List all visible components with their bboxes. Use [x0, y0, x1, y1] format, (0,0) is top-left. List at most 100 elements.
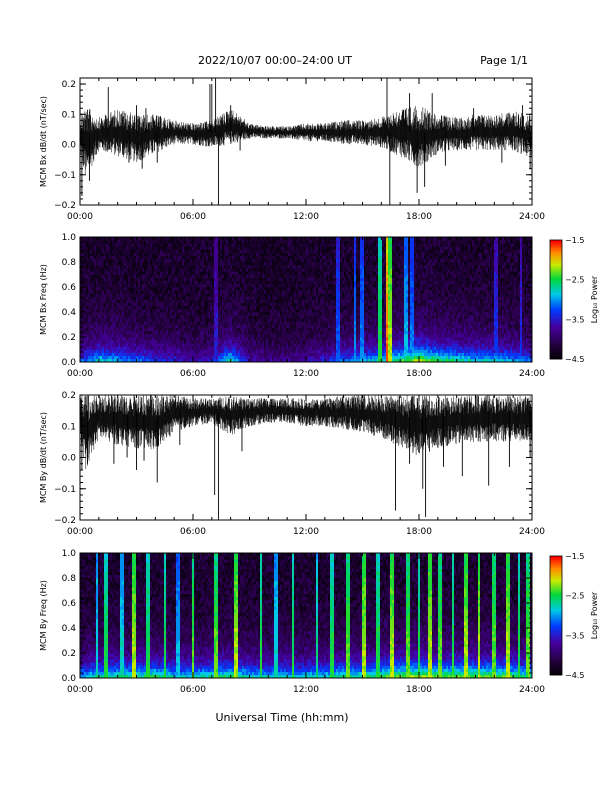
spectrogram-cell [162, 271, 165, 285]
spectrogram-cell [466, 340, 469, 344]
spectrogram-cell [186, 293, 189, 297]
spectrogram-cell [154, 312, 157, 316]
spectrogram-cell [178, 337, 181, 341]
spectrogram-cell [350, 299, 353, 316]
spectrogram-cell [144, 287, 147, 297]
spectrogram-cell [182, 280, 185, 285]
spectrogram-cell [272, 355, 275, 360]
spectrogram-cell [466, 243, 469, 253]
spectrogram-cell [412, 296, 415, 303]
spectrogram-cell [164, 258, 167, 263]
spectrogram-cell [384, 287, 387, 291]
spectrogram-cell [218, 302, 221, 307]
spectrogram-cell [312, 262, 315, 266]
spectrogram-cell [466, 283, 469, 288]
spectrogram-cell [264, 330, 267, 335]
spectrogram-cell [146, 355, 149, 360]
spectrogram-cell [80, 258, 83, 263]
spectrogram-cell [454, 243, 457, 247]
spectrogram-cell [198, 287, 201, 291]
spectrogram-cell [158, 299, 161, 303]
spectrogram-cell [374, 262, 377, 266]
spectrogram-cell [92, 293, 95, 297]
spectrogram-cell [296, 340, 299, 347]
spectrogram-cell [352, 337, 355, 341]
spectrogram-cell [302, 343, 305, 350]
spectrogram-cell [118, 237, 121, 241]
spectrogram-cell [428, 240, 431, 244]
spectrogram-cell [366, 280, 369, 285]
spectrogram-cell [432, 358, 435, 363]
spectrogram-cell [330, 283, 333, 288]
spectrogram-cell [106, 308, 109, 316]
spectrogram-cell [436, 343, 439, 350]
spectrogram-cell [270, 293, 273, 303]
spectrogram-cell [274, 308, 277, 313]
spectrogram-cell [368, 355, 371, 360]
spectrogram-cell [374, 337, 377, 347]
spectrogram-cell [102, 249, 105, 253]
spectrogram-cell [302, 340, 305, 344]
spectrogram-cell [308, 262, 311, 269]
spectrogram-cell [280, 246, 283, 250]
spectrogram-cell [308, 355, 311, 363]
spectrogram-cell [248, 246, 251, 253]
spectrogram-cell [200, 237, 203, 241]
spectrogram-cell [80, 249, 83, 253]
spectrogram-cell [226, 358, 229, 363]
spectrogram-cell [196, 283, 199, 288]
spectrogram-cell [140, 293, 143, 297]
spectrogram-cell [120, 349, 123, 353]
spectrogram-cell [340, 324, 343, 328]
spectrogram-cell [270, 352, 273, 360]
spectrogram-cell [272, 255, 275, 260]
spectrogram-cell [234, 349, 237, 357]
spectrogram-cell [368, 293, 371, 300]
spectrogram-cell [294, 302, 297, 310]
spectrogram-cell [400, 255, 403, 260]
spectrogram-cell [424, 299, 427, 307]
spectrogram-cell [256, 315, 259, 319]
spectrogram-cell [386, 262, 389, 266]
spectrogram-cell [312, 280, 315, 285]
spectrogram-cell [124, 305, 127, 319]
spectrogram-cell [372, 346, 375, 353]
spectrogram-cell [262, 243, 265, 250]
spectrogram-cell [154, 243, 157, 247]
spectrogram-cell [296, 283, 299, 288]
spectrogram-cell [298, 355, 301, 360]
spectrogram-cell [170, 268, 173, 275]
spectrogram-cell [318, 330, 321, 335]
spectrogram-cell [226, 237, 229, 241]
spectrogram-cell [356, 274, 359, 278]
spectrogram-cell [260, 258, 263, 285]
spectrogram-cell [274, 280, 277, 288]
spectrogram-cell [206, 268, 209, 272]
spectrogram-cell [210, 327, 213, 332]
spectrogram-cell [386, 271, 389, 275]
spectrogram-cell [210, 312, 213, 325]
spectrogram-cell [164, 290, 167, 294]
spectrogram-cell [80, 346, 83, 350]
spectrogram-cell [230, 352, 233, 360]
spectrogram-cell [84, 274, 87, 278]
spectrogram-cell [140, 358, 143, 363]
spectrogram-cell [462, 243, 465, 253]
spectrogram-cell [468, 308, 471, 316]
spectrogram-cell [104, 249, 107, 257]
spectrogram-cell [132, 287, 135, 294]
spectrogram-cell [278, 237, 281, 241]
spectrogram-cell [176, 352, 179, 357]
spectrogram-cell [366, 283, 369, 288]
spectrogram-cell [150, 321, 153, 325]
spectrogram-cell [368, 255, 371, 263]
spectrogram-cell [194, 349, 197, 353]
spectrogram-cell [162, 358, 165, 363]
spectrogram-cell [260, 299, 263, 303]
spectrogram-cell [266, 299, 269, 313]
spectrogram-cell [182, 355, 185, 363]
spectrogram-cell [228, 321, 231, 328]
spectrogram-cell [236, 324, 239, 328]
spectrogram-cell [302, 321, 305, 325]
spectrogram-cell [100, 330, 103, 335]
